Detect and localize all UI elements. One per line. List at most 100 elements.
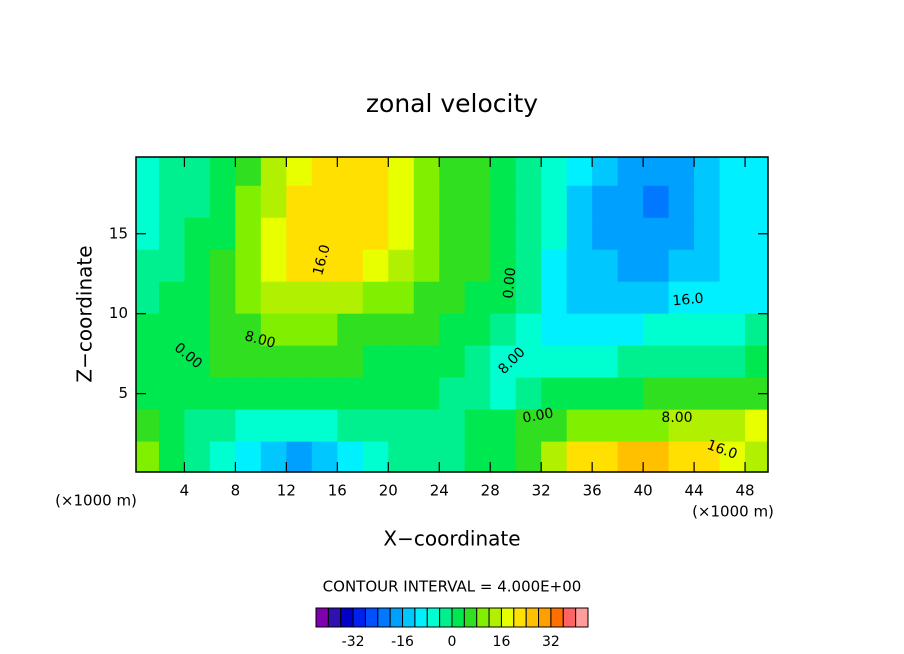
field-cell: [592, 281, 619, 315]
field-cell: [719, 441, 746, 472]
field-cell: [464, 281, 491, 315]
field-cell: [643, 217, 670, 251]
x-tick-label: 28: [481, 482, 500, 500]
field-cell: [136, 345, 160, 379]
field-cell: [413, 313, 440, 347]
colorbar-box: [488, 607, 502, 628]
x-tick-label: 36: [583, 482, 602, 500]
field-cell: [617, 345, 644, 379]
field-cell: [592, 441, 619, 472]
field-cell: [490, 217, 517, 251]
colorbar-box: [352, 607, 366, 628]
field-cell: [158, 217, 186, 251]
field-cell: [745, 313, 768, 347]
field-cell: [209, 377, 236, 411]
field-cell: [668, 157, 695, 187]
field-cell: [362, 313, 389, 347]
field-cell: [184, 185, 211, 219]
field-cell: [745, 157, 768, 187]
field-cell: [311, 217, 338, 251]
field-cell: [464, 345, 491, 379]
field-cell: [260, 185, 287, 219]
field-cell: [286, 281, 313, 315]
colorbar-tick-label: 0: [448, 634, 457, 650]
field-cell: [719, 217, 746, 251]
field-cell: [694, 345, 721, 379]
field-cell: [311, 249, 338, 283]
field-cell: [158, 157, 186, 187]
field-cell: [311, 345, 338, 379]
x-tick-label: 16: [328, 482, 347, 500]
field-cell: [439, 409, 466, 443]
field-cell: [362, 345, 389, 379]
field-cell: [209, 249, 236, 283]
field-cell: [745, 345, 768, 379]
field-cell: [541, 249, 568, 283]
field-cell: [362, 157, 389, 187]
field-cell: [158, 377, 186, 411]
field-cell: [668, 185, 695, 219]
field-cell: [719, 185, 746, 219]
x-unit-label: (×1000 m): [55, 492, 137, 510]
field-cell: [541, 441, 568, 472]
field-cell: [541, 409, 568, 443]
x-tick-label: 40: [634, 482, 653, 500]
field-cell: [184, 313, 211, 347]
field-cell: [617, 313, 644, 347]
field-cell: [337, 217, 364, 251]
field-cell: [337, 313, 364, 347]
field-cell: [235, 185, 262, 219]
field-cell: [566, 217, 593, 251]
colorbar-box: [513, 607, 527, 628]
field-cell: [464, 377, 491, 411]
field-cell: [184, 281, 211, 315]
field-cell: [464, 157, 491, 187]
field-cell: [694, 249, 721, 283]
field-cell: [566, 409, 593, 443]
field-cell: [337, 441, 364, 472]
field-cell: [541, 313, 568, 347]
field-cell: [158, 185, 186, 219]
field-cell: [439, 281, 466, 315]
field-cell: [617, 281, 644, 315]
field-cell: [490, 281, 517, 315]
field-cell: [439, 217, 466, 251]
field-cell: [668, 313, 695, 347]
field-cell: [260, 377, 287, 411]
field-cell: [566, 345, 593, 379]
colorbar-box: [476, 607, 490, 628]
colorbar-box: [575, 607, 589, 628]
field-cell: [566, 185, 593, 219]
field-cell: [439, 313, 466, 347]
field-cell: [745, 441, 768, 472]
field-cell: [643, 345, 670, 379]
field-cell: [592, 345, 619, 379]
field-cell: [286, 377, 313, 411]
field-cell: [235, 377, 262, 411]
field-cell: [260, 345, 287, 379]
colorbar-box: [439, 607, 453, 628]
field-cell: [643, 409, 670, 443]
colorbar-box: [389, 607, 404, 628]
field-cell: [286, 313, 313, 347]
field-cell: [566, 281, 593, 315]
field-cell: [464, 249, 491, 283]
field-cell: [694, 157, 721, 187]
field-cell: [668, 217, 695, 251]
field-cell: [209, 345, 236, 379]
field-cell: [413, 441, 440, 472]
contour-label: 0.00: [501, 267, 520, 299]
field-cell: [439, 441, 466, 472]
field-cell: [311, 409, 338, 443]
x-tick-label: 48: [736, 482, 755, 500]
x-tick-label: 8: [231, 482, 241, 500]
field-cell: [235, 345, 262, 379]
chart-title: zonal velocity: [366, 89, 538, 118]
field-cell: [388, 441, 415, 472]
field-cell: [209, 441, 236, 472]
field-cell: [439, 185, 466, 219]
field-cell: [286, 185, 313, 219]
field-cell: [337, 249, 364, 283]
field-cell: [235, 441, 262, 472]
field-cell: [617, 185, 644, 219]
